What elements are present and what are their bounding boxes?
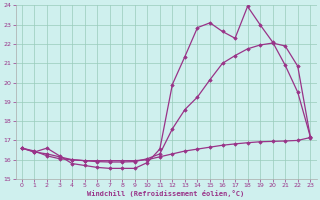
X-axis label: Windchill (Refroidissement éolien,°C): Windchill (Refroidissement éolien,°C) — [87, 190, 245, 197]
